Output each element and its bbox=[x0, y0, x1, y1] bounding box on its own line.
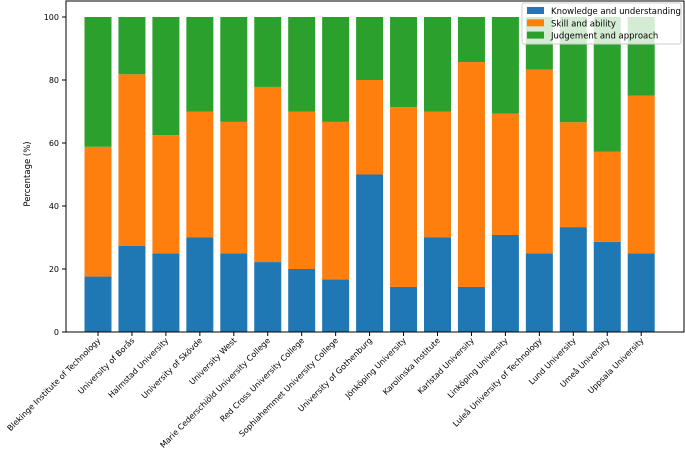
bar-segment-2-2 bbox=[118, 74, 146, 246]
bar-segment-2-4 bbox=[186, 111, 214, 238]
legend-label-1: Knowledge and understanding bbox=[551, 7, 681, 17]
bars-layer bbox=[84, 17, 655, 332]
bar-segment-1-4 bbox=[186, 237, 214, 332]
plot-frame bbox=[65, 0, 685, 333]
bar-segment-1-5 bbox=[220, 253, 248, 332]
legend-swatch-3 bbox=[527, 31, 544, 39]
bar-segment-1-16 bbox=[593, 241, 621, 332]
bar-segment-2-10 bbox=[390, 107, 418, 287]
legend-swatch-1 bbox=[527, 7, 544, 14]
bar-segment-3-2 bbox=[118, 17, 146, 75]
bar-segment-1-8 bbox=[322, 279, 350, 332]
x-tick-label-10: Jönköping University bbox=[343, 336, 408, 401]
bar-segment-2-11 bbox=[424, 111, 451, 238]
bar-segment-2-17 bbox=[627, 95, 655, 254]
x-tick-label-2: University of Borås bbox=[76, 335, 137, 396]
bar-segment-2-16 bbox=[593, 151, 621, 242]
bar-segment-1-13 bbox=[491, 234, 519, 332]
y-tick-label-100: 100 bbox=[44, 13, 59, 22]
y-tick-label-60: 60 bbox=[49, 139, 59, 148]
bar-segment-1-9 bbox=[356, 174, 384, 332]
bar-segment-2-5 bbox=[220, 121, 248, 254]
bar-segment-3-11 bbox=[424, 17, 451, 112]
legend-swatch-2 bbox=[527, 19, 544, 27]
bar-segment-3-13 bbox=[491, 17, 519, 114]
bar-segment-2-12 bbox=[457, 62, 485, 287]
bar-segment-3-8 bbox=[322, 17, 350, 122]
legend-label-3: Judgement and approach bbox=[550, 32, 658, 42]
bar-segment-2-14 bbox=[525, 69, 553, 254]
bar-segment-3-3 bbox=[152, 17, 180, 136]
bar-segment-2-9 bbox=[356, 80, 384, 175]
bar-segment-1-1 bbox=[84, 276, 112, 332]
bar-segment-2-7 bbox=[288, 111, 316, 269]
bar-segment-3-1 bbox=[84, 17, 112, 147]
bar-segment-2-8 bbox=[322, 121, 350, 280]
bar-segment-1-12 bbox=[457, 286, 485, 332]
y-tick-label-40: 40 bbox=[49, 202, 59, 211]
bar-segment-3-12 bbox=[457, 17, 485, 63]
bar-segment-1-10 bbox=[390, 286, 418, 332]
bar-segment-3-9 bbox=[356, 17, 384, 80]
y-tick-label-20: 20 bbox=[49, 265, 59, 274]
bar-segment-1-17 bbox=[627, 253, 655, 332]
y-tick-label-80: 80 bbox=[49, 76, 59, 85]
bar-segment-1-6 bbox=[254, 262, 282, 332]
x-tick-label-4: University of Skövde bbox=[140, 336, 205, 401]
bar-segment-3-10 bbox=[390, 17, 418, 108]
bar-segment-1-11 bbox=[424, 237, 451, 332]
bar-segment-1-3 bbox=[152, 253, 180, 332]
bar-segment-3-5 bbox=[220, 17, 248, 122]
bar-segment-2-3 bbox=[152, 135, 180, 254]
bar-segment-2-15 bbox=[559, 122, 587, 228]
legend-box bbox=[521, 2, 682, 45]
bar-segment-2-13 bbox=[491, 113, 519, 235]
bar-segment-1-2 bbox=[118, 246, 146, 332]
bar-segment-2-6 bbox=[254, 86, 282, 263]
bar-segment-2-1 bbox=[84, 146, 112, 277]
legend-label-2: Skill and ability bbox=[551, 19, 616, 29]
bar-segment-1-14 bbox=[525, 253, 553, 332]
x-tick-label-17: Uppsala University bbox=[586, 336, 646, 396]
y-tick-label-0: 0 bbox=[54, 328, 59, 337]
x-tick-label-3: Halmstad University bbox=[107, 336, 171, 400]
bar-segment-1-15 bbox=[559, 227, 587, 332]
bar-segment-3-7 bbox=[288, 17, 316, 112]
x-tick-label-13: Linköping University bbox=[446, 336, 510, 400]
bar-segment-3-4 bbox=[186, 17, 214, 112]
bar-segment-3-6 bbox=[254, 17, 282, 87]
y-axis-title: Percentage (%) bbox=[23, 141, 33, 206]
x-tick-label-11: Karolinska Institute bbox=[381, 336, 442, 397]
legend: Knowledge and understanding Skill and abi… bbox=[521, 2, 682, 45]
bar-segment-1-7 bbox=[288, 269, 316, 332]
x-tick-label-12: Karlstad University bbox=[416, 336, 476, 396]
